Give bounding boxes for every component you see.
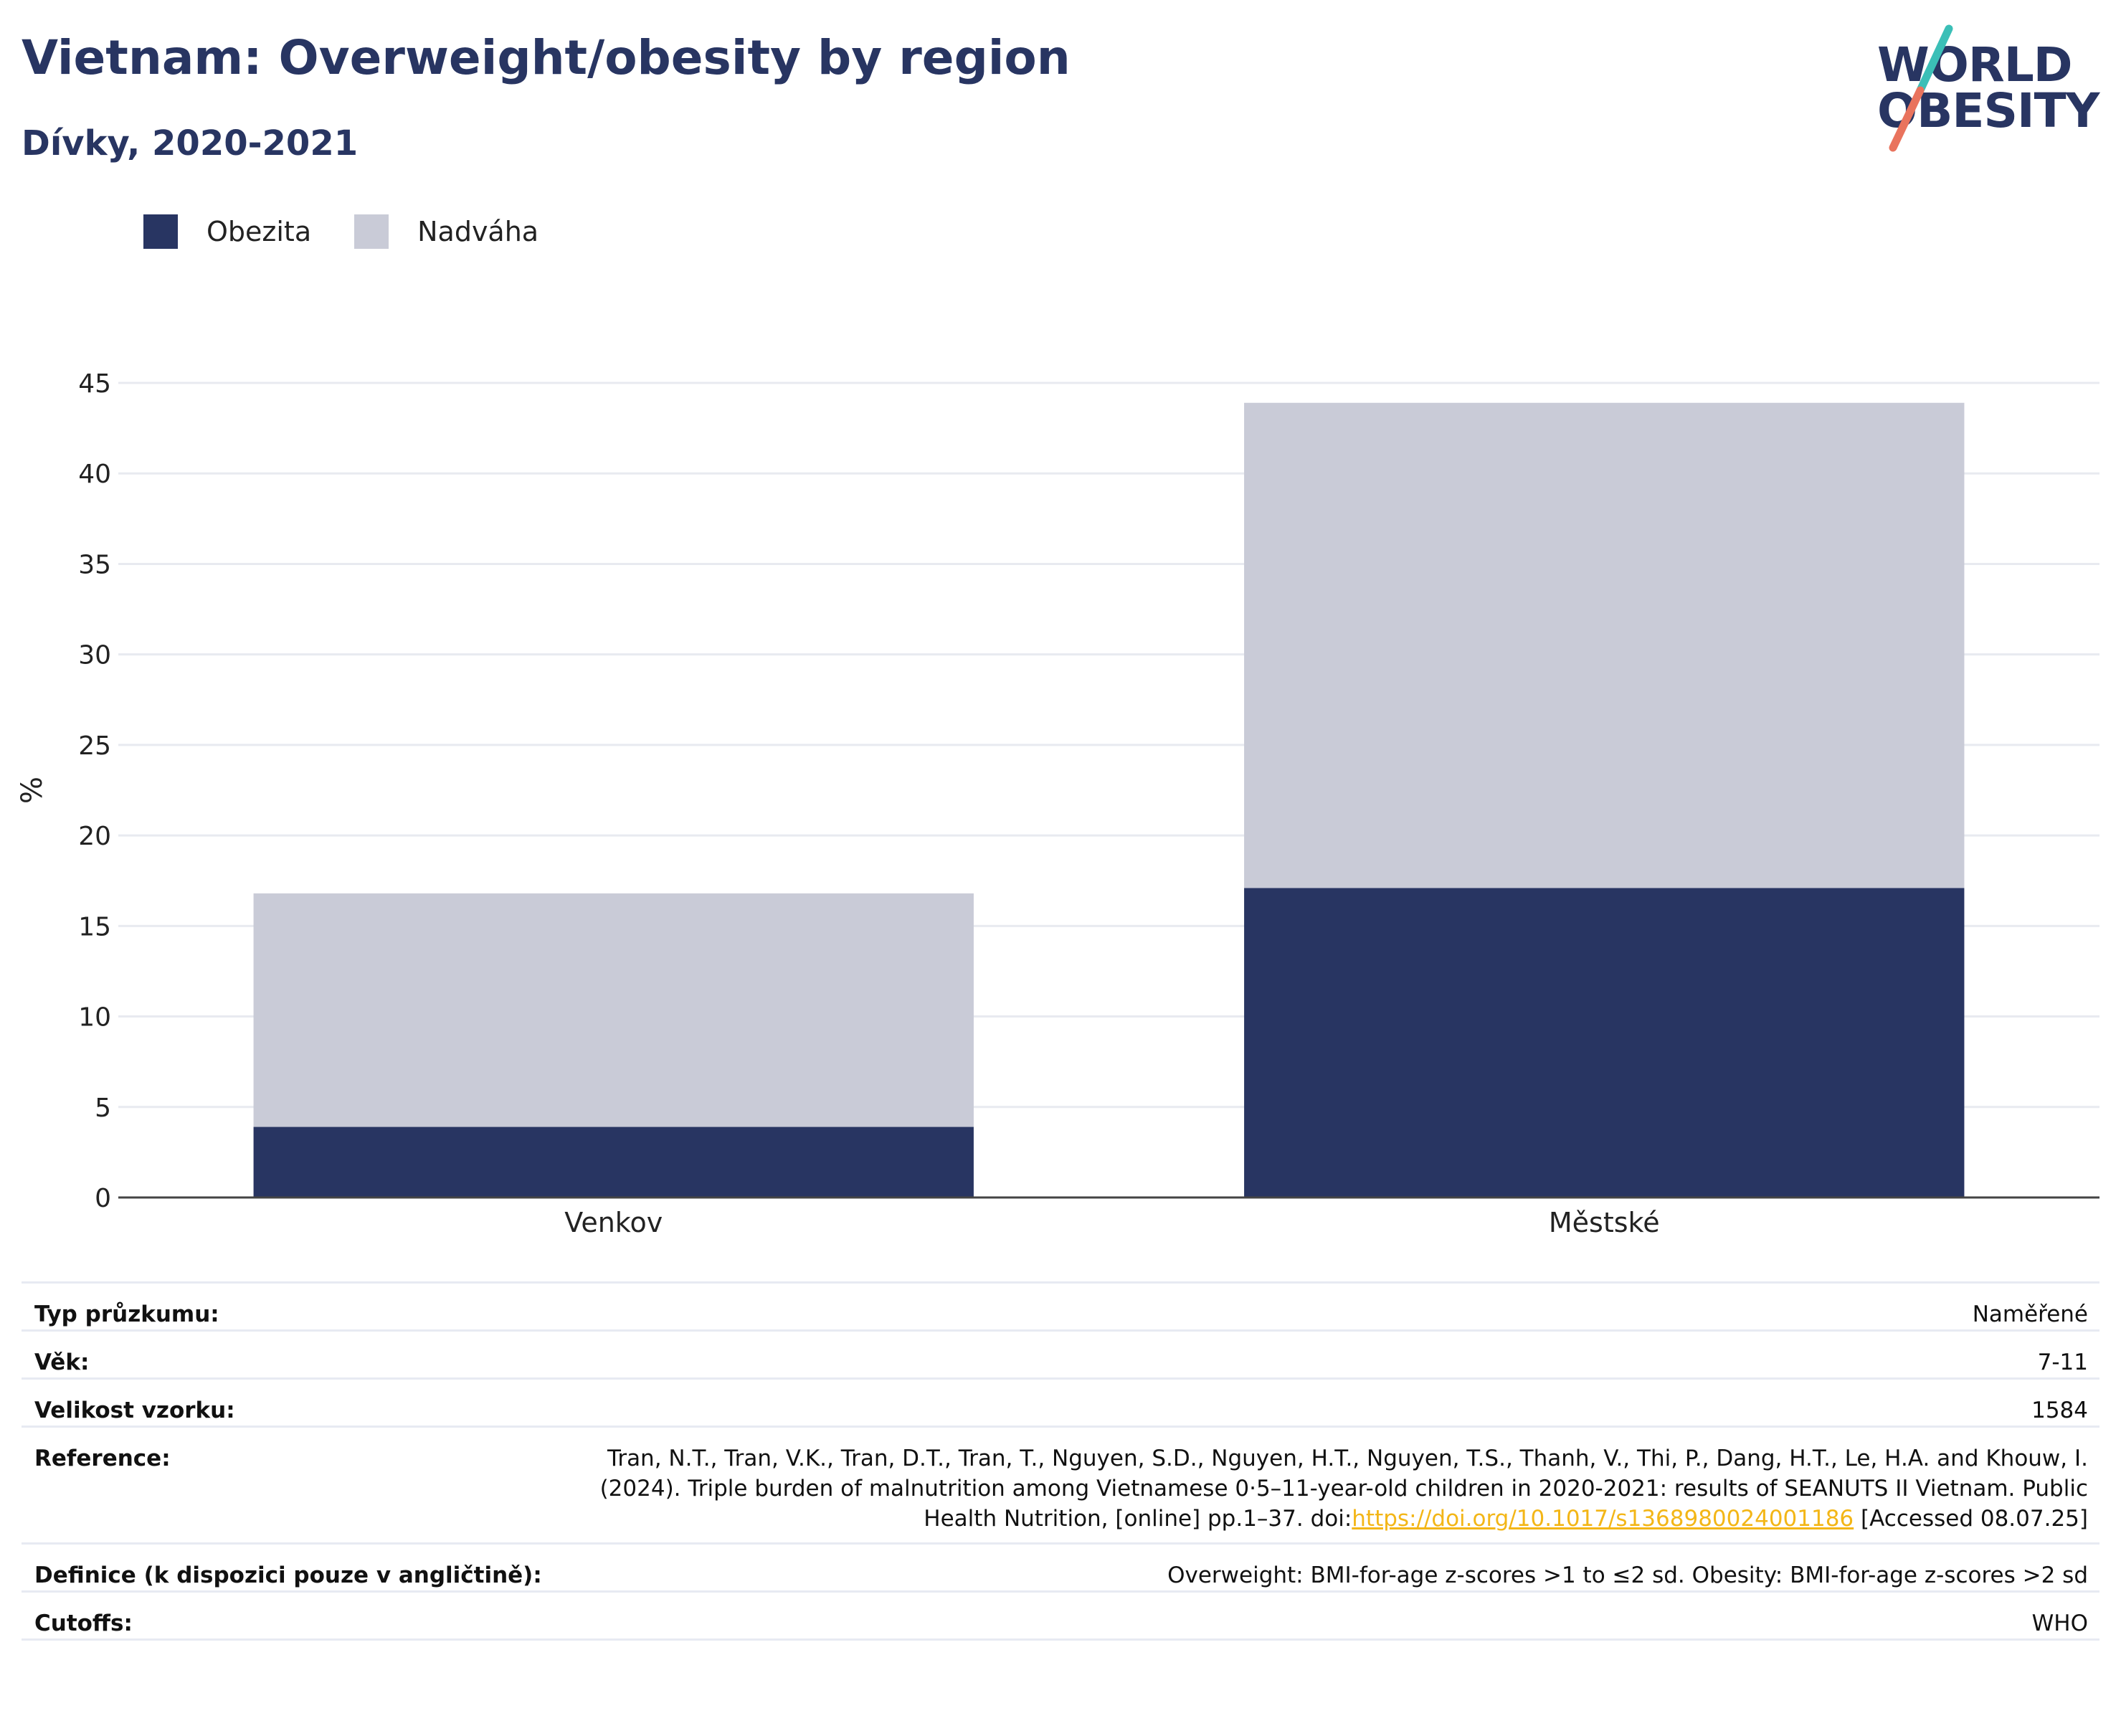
meta-key: Cutoffs: — [34, 1611, 133, 1636]
meta-key: Velikost vzorku: — [34, 1398, 235, 1423]
y-tick-label-30: 30 — [78, 641, 111, 670]
reference-doi-link[interactable]: https://doi.org/10.1017/s136898002400118… — [1352, 1506, 1854, 1532]
legend-item-nadvaha[interactable]: Nadváha — [354, 214, 538, 249]
y-tick-label-45: 45 — [78, 369, 111, 399]
y-tick-label-35: 35 — [78, 550, 111, 579]
stacked-bar-chart: 0 5 10 15 20 25 30 35 40 45 Venkov Městské % — [16, 369, 2099, 1238]
meta-value: Overweight: BMI-for-age z-scores >1 to ≤… — [1167, 1562, 2088, 1588]
reference-accessed: [Accessed 08.07.25] — [1854, 1506, 2088, 1532]
bar-městské-obezita[interactable] — [1244, 888, 1965, 1197]
meta-row-sample-size: Velikost vzorku: 1584 — [22, 1377, 2099, 1426]
chart-subtitle: Dívky, 2020-2021 — [22, 123, 359, 163]
chart-legend: Obezita Nadváha — [143, 214, 582, 250]
y-axis-title: % — [16, 777, 49, 804]
legend-swatch-nadvaha — [354, 214, 389, 249]
meta-key: Definice (k dispozici pouze v angličtině… — [34, 1562, 542, 1588]
meta-row-cutoffs: Cutoffs: WHO — [22, 1590, 2099, 1641]
meta-value: WHO — [2031, 1611, 2088, 1636]
y-tick-labels: 0 5 10 15 20 25 30 35 40 45 — [78, 369, 111, 1213]
meta-row-definition: Definice (k dispozici pouze v angličtině… — [22, 1542, 2099, 1590]
meta-key: Typ průzkumu: — [34, 1301, 219, 1327]
legend-item-obezita[interactable]: Obezita — [143, 214, 311, 249]
x-category-label-1: Městské — [1549, 1207, 1660, 1238]
meta-value: Naměřené — [1972, 1301, 2088, 1327]
y-tick-label-25: 25 — [78, 731, 111, 761]
survey-details-table: Typ průzkumu: Naměřené Věk: 7-11 Velikos… — [22, 1281, 2099, 1641]
logo-slash-icon — [1889, 24, 1953, 152]
legend-label-obezita: Obezita — [207, 216, 312, 247]
meta-row-reference: Reference: Tran, N.T., Tran, V.K., Tran,… — [22, 1426, 2099, 1542]
chart-title: Vietnam: Overweight/obesity by region — [22, 30, 1071, 85]
logo-line-1: WORLD — [1877, 37, 2073, 93]
bar-venkov-nadvaha[interactable] — [253, 893, 974, 1127]
y-tick-label-10: 10 — [78, 1003, 111, 1033]
legend-label-nadvaha: Nadváha — [417, 216, 539, 247]
y-tick-label-20: 20 — [78, 822, 111, 851]
y-tick-label-5: 5 — [95, 1094, 111, 1123]
meta-row-age: Věk: 7-11 — [22, 1329, 2099, 1377]
y-tick-label-15: 15 — [78, 912, 111, 941]
reference-citation: Tran, N.T., Tran, V.K., Tran, D.T., Tran… — [599, 1446, 2088, 1532]
reference-text: Tran, N.T., Tran, V.K., Tran, D.T., Tran… — [568, 1428, 2099, 1534]
legend-swatch-obezita — [143, 214, 178, 249]
bars — [253, 402, 1965, 1197]
meta-key: Reference: — [34, 1446, 171, 1471]
x-category-label-0: Venkov — [564, 1207, 663, 1238]
meta-row-survey-type: Typ průzkumu: Naměřené — [22, 1281, 2099, 1329]
world-obesity-logo[interactable]: WORLD OBESITY — [1864, 16, 2108, 159]
y-tick-label-40: 40 — [78, 460, 111, 489]
meta-value: 1584 — [2031, 1398, 2088, 1423]
meta-value: 7-11 — [2037, 1350, 2088, 1375]
bar-venkov-obezita[interactable] — [253, 1126, 974, 1197]
y-tick-label-0: 0 — [95, 1184, 111, 1213]
meta-key: Věk: — [34, 1350, 90, 1375]
x-category-labels: Venkov Městské — [564, 1207, 1659, 1238]
bar-městské-nadvaha[interactable] — [1244, 402, 1965, 888]
